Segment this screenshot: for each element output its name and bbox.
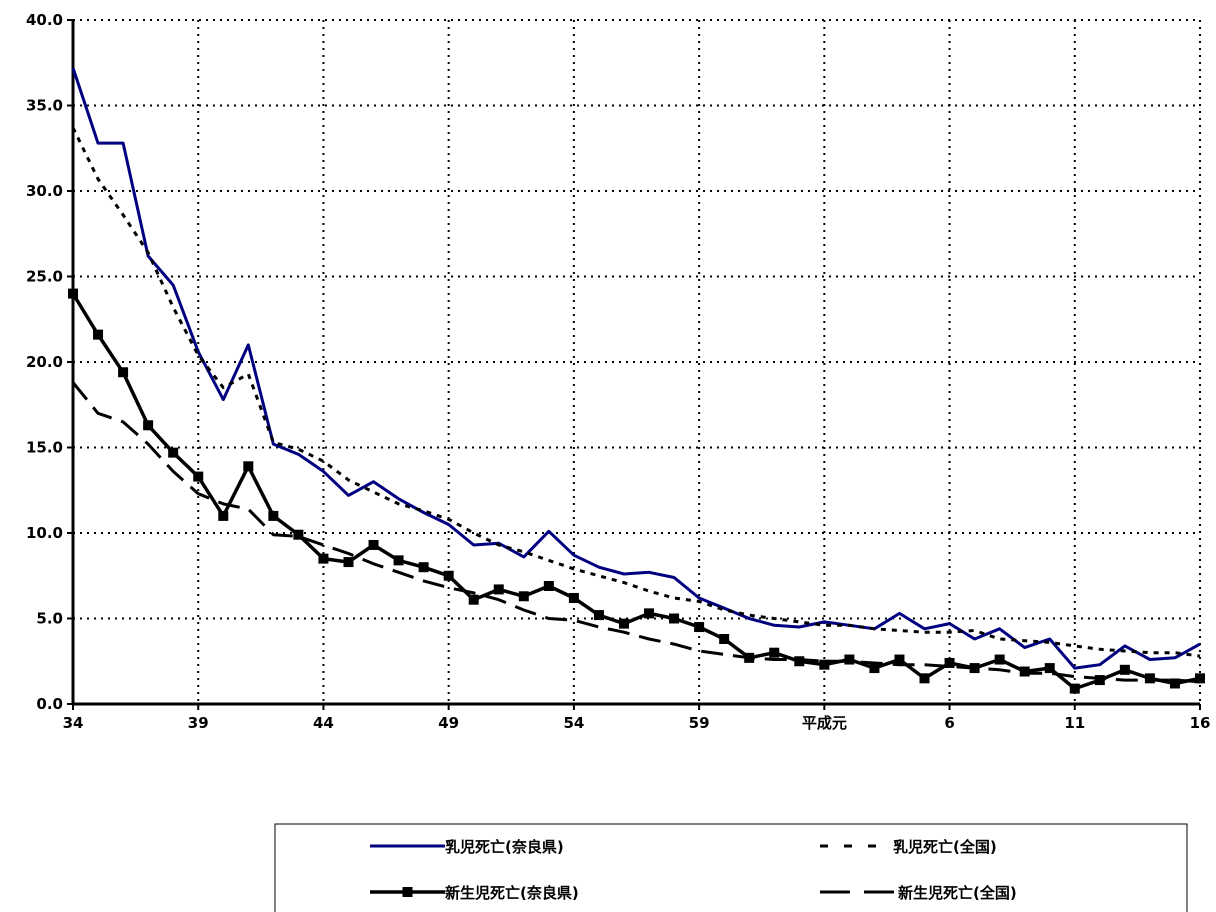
- data-point-marker: [769, 647, 780, 658]
- x-tick-label: 54: [563, 714, 584, 732]
- x-tick-label: 34: [63, 714, 84, 732]
- y-tick-label: 0.0: [36, 695, 63, 713]
- y-tick-label: 25.0: [26, 268, 63, 286]
- data-point-marker: [393, 555, 404, 566]
- data-point-marker: [143, 420, 154, 431]
- data-point-marker: [1119, 664, 1130, 675]
- data-point-marker: [168, 447, 179, 458]
- y-tick-label: 5.0: [36, 610, 63, 628]
- data-point-marker: [1195, 673, 1205, 684]
- y-tick-label: 20.0: [26, 353, 63, 371]
- series-line-2: [71, 292, 1201, 691]
- data-point-marker: [493, 584, 504, 595]
- series-line-3: [71, 381, 1201, 684]
- x-tick-label: 44: [313, 714, 334, 732]
- data-point-marker: [343, 557, 354, 568]
- legend-marker: [402, 887, 413, 897]
- y-axis-ticks: 0.0 5.0 10.0 15.0 20.0 25.0 30.0 35.0 40.0: [26, 11, 73, 713]
- series-lines: [68, 67, 1205, 694]
- y-tick-label: 35.0: [26, 97, 63, 115]
- legend-box: [274, 823, 1188, 912]
- data-point-marker: [1169, 678, 1180, 689]
- data-point-marker: [794, 656, 805, 667]
- data-point-marker: [844, 654, 855, 665]
- data-point-marker: [1094, 675, 1105, 686]
- data-point-marker: [694, 622, 705, 633]
- data-point-marker: [368, 539, 379, 550]
- series-line-0: [71, 67, 1201, 670]
- grid-lines: [73, 19, 1201, 704]
- data-point-marker: [618, 618, 629, 629]
- data-point-marker: [944, 657, 955, 668]
- data-point-marker: [644, 608, 655, 619]
- data-point-marker: [518, 591, 529, 602]
- x-axis-ticks: 34 39 44 49 54 59 平成元 6 11 16: [63, 704, 1211, 732]
- data-point-marker: [1144, 673, 1155, 684]
- data-point-marker: [1019, 666, 1030, 677]
- data-point-marker: [68, 288, 78, 299]
- x-tick-label: 16: [1190, 714, 1211, 732]
- x-tick-label: 39: [188, 714, 209, 732]
- data-point-marker: [869, 663, 880, 674]
- data-point-marker: [669, 613, 680, 624]
- data-point-marker: [243, 461, 254, 472]
- legend-label-1: 乳児死亡(全国): [893, 838, 997, 856]
- data-point-marker: [468, 594, 479, 605]
- legend-label-0: 乳児死亡(奈良県): [445, 838, 564, 856]
- data-point-marker: [919, 673, 930, 684]
- data-point-marker: [819, 659, 830, 670]
- y-tick-label: 10.0: [26, 524, 63, 542]
- y-tick-label: 30.0: [26, 182, 63, 200]
- data-point-marker: [894, 654, 905, 665]
- data-point-marker: [593, 610, 604, 621]
- data-point-marker: [443, 570, 454, 581]
- data-point-marker: [418, 562, 429, 573]
- data-point-marker: [719, 634, 730, 645]
- data-point-marker: [543, 581, 554, 592]
- data-point-marker: [994, 654, 1005, 665]
- data-point-marker: [93, 329, 104, 340]
- y-tick-label: 15.0: [26, 439, 63, 457]
- data-point-marker: [293, 529, 304, 540]
- legend: 乳児死亡(奈良県) 乳児死亡(全国) 新生児死亡(奈良県) 新生児死亡(全国): [274, 823, 1188, 912]
- legend-label-2: 新生児死亡(奈良県): [445, 884, 579, 902]
- data-point-marker: [268, 510, 279, 521]
- x-tick-label: 59: [689, 714, 710, 732]
- data-point-marker: [218, 510, 229, 521]
- series-line-1: [71, 127, 1201, 658]
- y-tick-label: 40.0: [26, 11, 63, 29]
- x-tick-label: 平成元: [802, 714, 847, 732]
- data-point-marker: [1069, 683, 1080, 694]
- x-tick-label: 11: [1064, 714, 1085, 732]
- data-point-marker: [568, 592, 579, 603]
- data-point-marker: [318, 553, 329, 564]
- data-point-marker: [118, 367, 129, 378]
- x-tick-label: 6: [944, 714, 954, 732]
- data-point-marker: [193, 471, 204, 482]
- legend-label-3: 新生児死亡(全国): [898, 884, 1017, 902]
- x-tick-label: 49: [438, 714, 459, 732]
- data-point-marker: [1044, 663, 1055, 674]
